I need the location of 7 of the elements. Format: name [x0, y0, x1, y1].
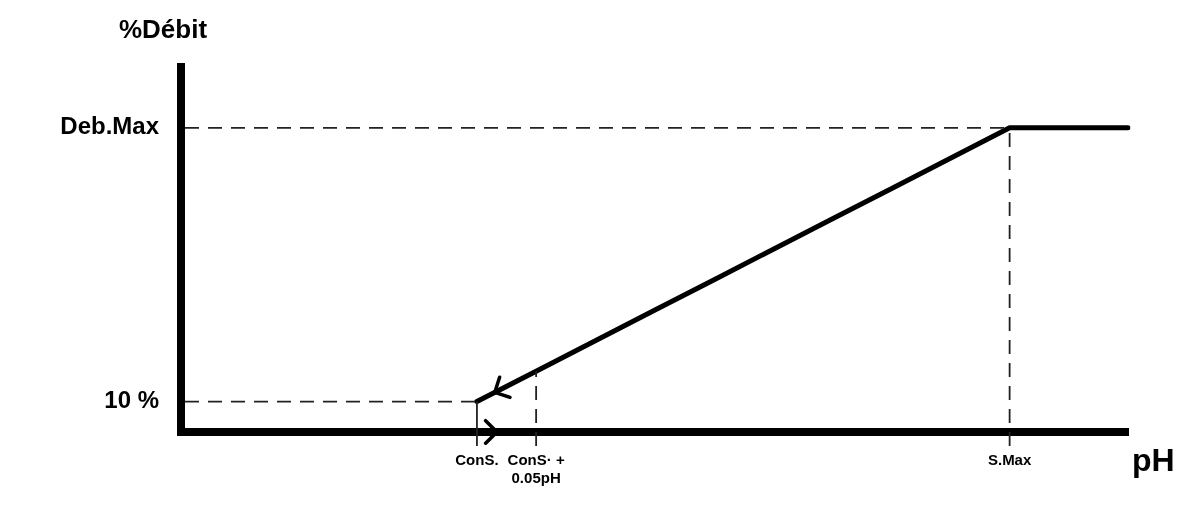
y-axis-title: %Débit [118, 14, 208, 45]
x-axis-title: pH [1132, 441, 1175, 478]
x-tick-label: ConS· + 0.05pH [507, 451, 565, 487]
ref-line-label: Deb.Max [60, 112, 160, 140]
x-tick-label: S.Max [987, 451, 1032, 469]
ref-line-label: 10 % [104, 386, 159, 414]
x-tick-label: ConS. [455, 451, 499, 469]
